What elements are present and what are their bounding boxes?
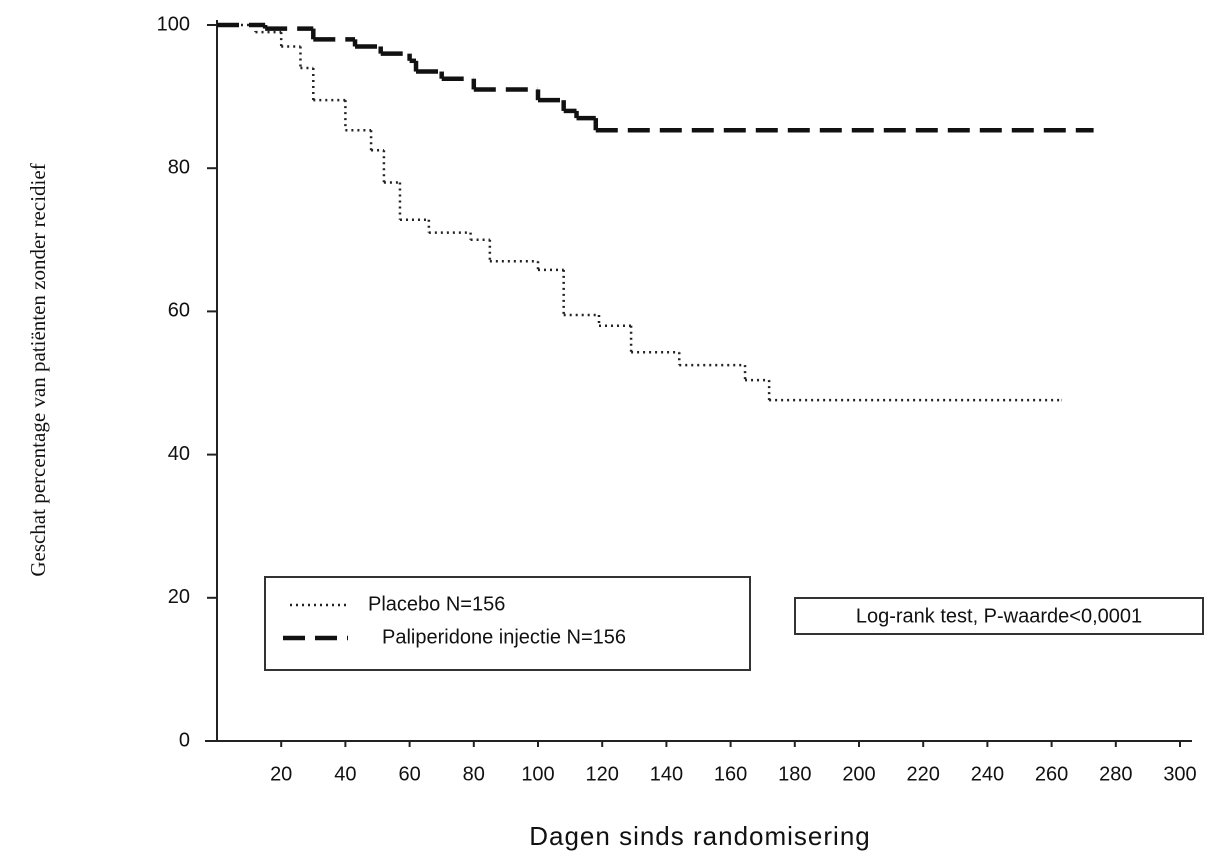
y-tick-label: 60 xyxy=(168,300,190,322)
x-tick-label: 80 xyxy=(463,763,485,785)
y-tick-label: 40 xyxy=(168,443,190,465)
x-tick-label: 280 xyxy=(1099,763,1132,785)
x-tick-label: 200 xyxy=(842,763,875,785)
x-tick-label: 300 xyxy=(1163,763,1196,785)
legend-label: Paliperidone injectie N=156 xyxy=(382,626,626,648)
x-tick-label: 260 xyxy=(1035,763,1068,785)
y-tick-label: 20 xyxy=(168,586,190,608)
annotation-box xyxy=(794,597,1204,635)
x-tick-label: 240 xyxy=(971,763,1004,785)
x-tick-label: 60 xyxy=(398,763,420,785)
x-tick-label: 20 xyxy=(270,763,292,785)
x-tick-label: 180 xyxy=(778,763,811,785)
annotation: Log-rank test, P-waarde<0,0001 xyxy=(856,605,1142,627)
x-tick-label: 120 xyxy=(586,763,619,785)
x-tick-label: 40 xyxy=(334,763,356,785)
x-tick-label: 100 xyxy=(521,763,554,785)
x-tick-label: 160 xyxy=(714,763,747,785)
x-tick-label: 140 xyxy=(650,763,683,785)
legend-label: Placebo N=156 xyxy=(368,593,505,615)
legend-box xyxy=(264,576,751,671)
x-axis-label: Dagen sinds randomisering xyxy=(529,821,871,851)
y-tick-label: 0 xyxy=(179,729,190,751)
y-tick-label: 100 xyxy=(157,13,190,35)
y-axis-label: Geschat percentage van patiënten zonder … xyxy=(26,163,50,576)
y-tick-label: 80 xyxy=(168,156,190,178)
x-tick-label: 220 xyxy=(907,763,940,785)
